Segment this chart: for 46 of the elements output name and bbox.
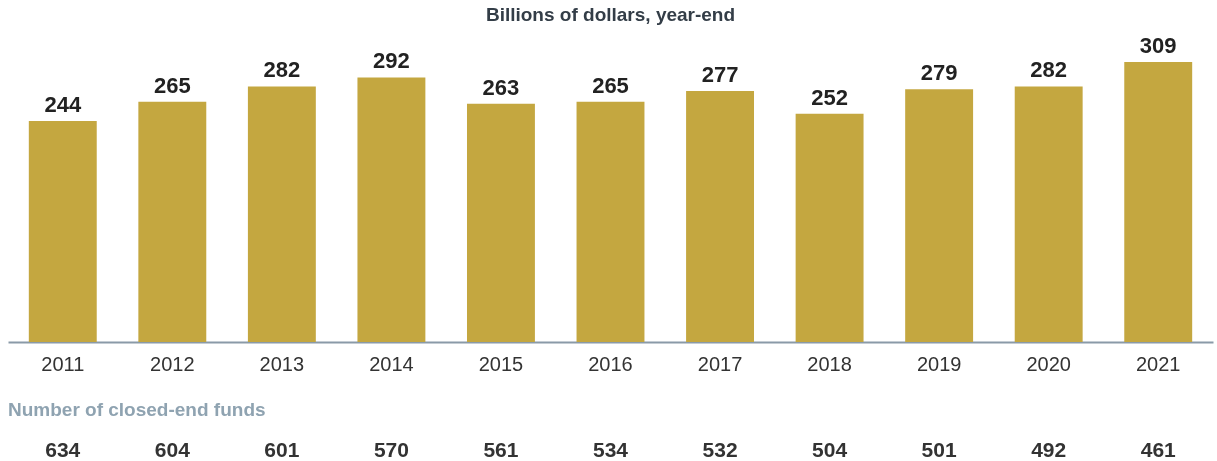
data-label: 277: [701, 62, 739, 87]
bar: [905, 89, 974, 342]
x-tick-label: 2019: [916, 352, 962, 375]
text: Number of closed-end funds: [8, 399, 266, 420]
x-tick-label: 2014: [369, 352, 414, 375]
bar: [1014, 86, 1083, 342]
data-label: 265: [153, 72, 191, 98]
bar: [686, 91, 754, 342]
bar: [467, 103, 535, 342]
text: 532: [702, 438, 738, 461]
data-label: 263: [482, 74, 520, 100]
bar: [795, 113, 864, 342]
text: 604: [154, 438, 191, 461]
x-tick-label: 2011: [41, 352, 85, 375]
x-tick-label: 2021: [1135, 352, 1181, 375]
data-label: 282: [1030, 57, 1068, 83]
x-tick-label: 2015: [478, 352, 524, 375]
text: 570: [373, 438, 409, 461]
bar: [247, 86, 316, 342]
text: 601: [264, 438, 300, 461]
data-label: 282: [263, 57, 301, 83]
data-label: 265: [592, 72, 629, 98]
bar: [1124, 62, 1193, 342]
text: 561: [483, 438, 519, 461]
data-label: 279: [920, 60, 958, 86]
text: 534: [592, 438, 629, 461]
text: 492: [1031, 438, 1067, 461]
data-label: 252: [811, 84, 848, 110]
chart-title: Billions of dollars, year-end: [485, 4, 736, 25]
text: 461: [1140, 438, 1177, 461]
bar: [138, 101, 207, 342]
x-tick-label: 2017: [697, 352, 743, 375]
data-label: 244: [44, 91, 82, 117]
text: 504: [812, 438, 848, 461]
data-label: 292: [373, 48, 410, 74]
bar: [357, 77, 426, 342]
x-tick-label: 2016: [588, 352, 633, 375]
bar: [576, 101, 645, 342]
x-tick-label: 2020: [1026, 352, 1071, 375]
x-tick-label: 2018: [807, 352, 852, 375]
x-tick-label: 2012: [150, 352, 195, 375]
data-label: 309: [1139, 33, 1177, 58]
text: 501: [921, 438, 957, 461]
text: 634: [45, 438, 81, 461]
bar: [28, 120, 97, 342]
x-tick-label: 2013: [259, 352, 305, 375]
